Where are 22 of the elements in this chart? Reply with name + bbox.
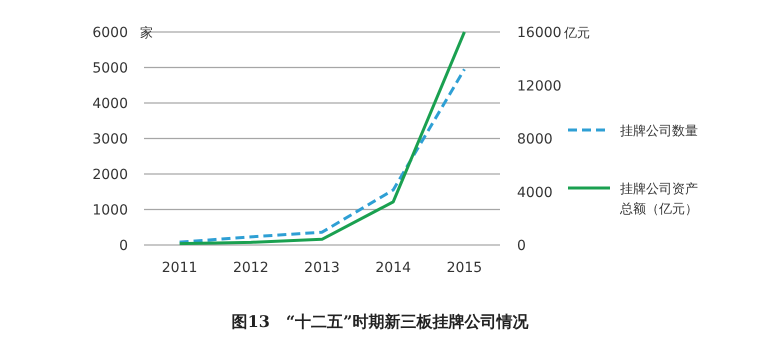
y-tick-label: 6000: [92, 25, 128, 41]
y2-tick-label: 12000: [517, 78, 562, 94]
y-tick-label: 5000: [92, 60, 128, 76]
y2-tick-label: 16000: [517, 25, 562, 41]
y2-axis-title: 亿元: [563, 26, 590, 41]
y-tick-label: 2000: [92, 167, 128, 183]
legend-label: 挂牌公司资产总额（亿元）: [619, 182, 698, 217]
x-tick-label: 2015: [446, 260, 482, 276]
y2-tick-label: 4000: [517, 184, 553, 201]
text: 图13 “十二五”时期新三板挂牌公司情况: [232, 312, 530, 331]
y-tick-label: 4000: [92, 96, 128, 112]
y-tick-label: 0: [119, 238, 128, 254]
y2-tick-label: 0: [517, 238, 526, 254]
y-tick-label: 3000: [92, 132, 128, 148]
y2-tick-label: 8000: [517, 132, 553, 148]
legend-label: 挂牌公司数量: [620, 124, 698, 139]
x-tick-label: 2013: [304, 260, 340, 276]
x-tick-label: 2014: [375, 260, 412, 276]
y-axis-title: 家: [140, 25, 153, 41]
x-tick-label: 2011: [162, 260, 198, 276]
y-tick-label: 1000: [92, 202, 128, 218]
x-tick-label: 2012: [232, 260, 269, 276]
